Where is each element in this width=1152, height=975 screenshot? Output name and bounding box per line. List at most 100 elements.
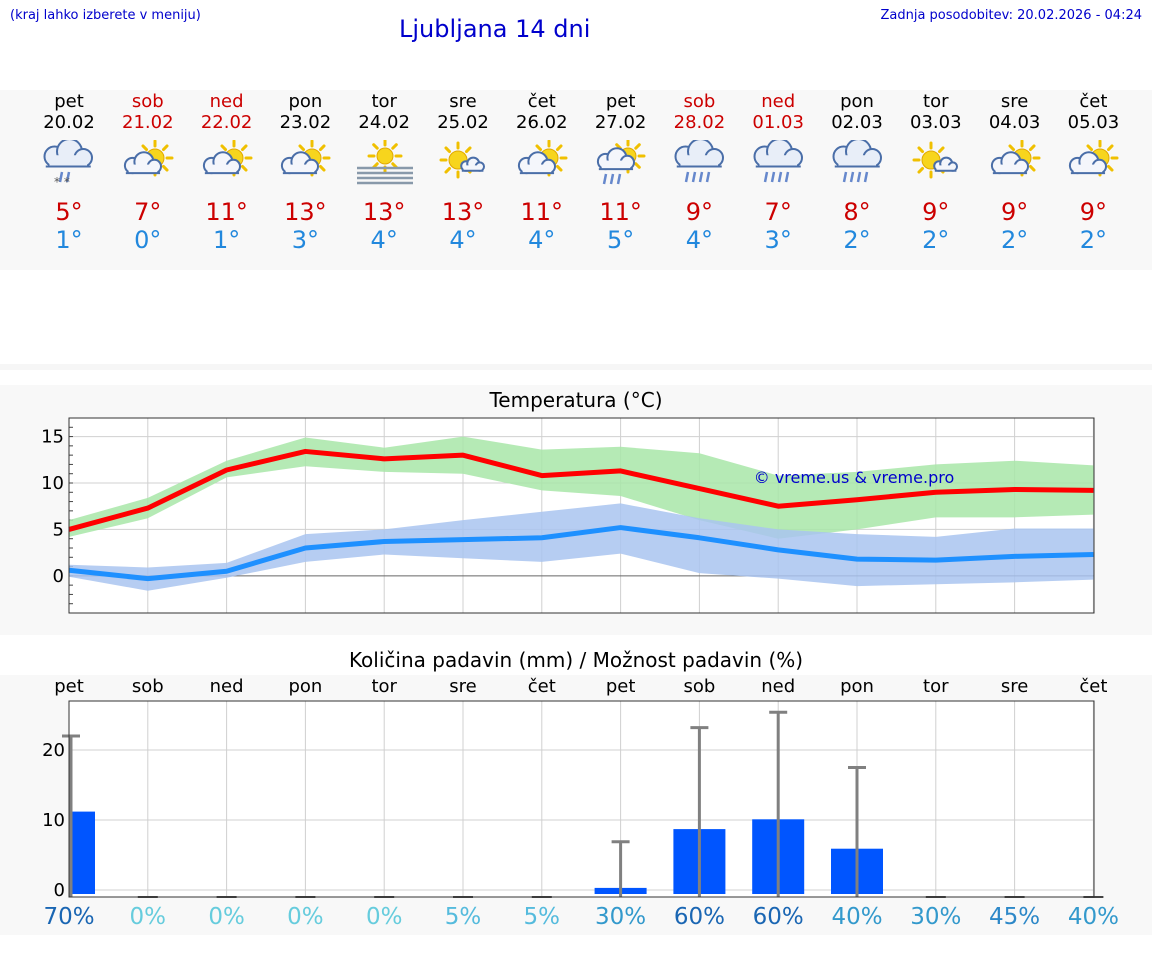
precipitation-chart: 0 10 20 (42, 700, 1104, 901)
max-temperature: 11° (205, 198, 248, 226)
max-temperature: 7° (134, 198, 162, 226)
sun-cloud-icon (281, 140, 331, 177)
sun-cloud-icon (123, 140, 174, 177)
precipitation-probability: 45% (989, 904, 1041, 930)
precipitation-probability: 30% (910, 904, 962, 930)
day-name: pet (605, 91, 636, 112)
sun-small-cloud-icon (439, 141, 485, 179)
max-temperature: 7° (764, 198, 792, 226)
x-tick-label: tor (371, 676, 397, 697)
y-tick-label: 20 (42, 740, 65, 761)
precipitation-chart-title: Količina padavin (mm) / Možnost padavin … (348, 648, 804, 672)
max-temperature: 9° (1079, 198, 1108, 226)
min-temperature: 3° (291, 226, 320, 254)
x-tick-label: sre (449, 676, 477, 697)
day-name: pet (54, 91, 84, 112)
x-tick-label: pon (840, 676, 874, 697)
x-tick-label: tor (923, 676, 949, 697)
x-tick-label: čet (1079, 676, 1108, 697)
page-title: Ljubljana 14 dni (399, 15, 591, 43)
y-tick-label: 15 (41, 427, 64, 448)
x-tick-label: sob (131, 676, 164, 697)
min-temperature: 5° (606, 226, 635, 254)
min-temperature-range-band (69, 503, 1094, 591)
max-temperature: 5° (55, 198, 83, 226)
precipitation-probability: 70% (43, 904, 95, 930)
section-divider (0, 364, 1152, 370)
day-date: 28.02 (673, 112, 726, 133)
min-temperature: 4° (528, 226, 556, 254)
min-temperature: 4° (449, 226, 477, 254)
cloud-rain-icon (832, 140, 882, 183)
y-tick-label: 10 (42, 810, 65, 831)
x-tick-label: pet (54, 676, 84, 697)
precipitation-probability: 5% (444, 904, 482, 930)
min-temperature: 1° (55, 226, 83, 254)
day-name: čet (1079, 91, 1108, 112)
location-menu-hint[interactable]: (kraj lahko izberete v meniju) (10, 8, 201, 23)
min-temperature: 2° (922, 226, 950, 254)
x-tick-label: ned (761, 676, 796, 697)
x-tick-label: sre (1000, 676, 1029, 697)
precipitation-probability: 30% (595, 904, 647, 930)
day-date: 27.02 (594, 112, 647, 133)
y-tick-label: 0 (54, 880, 65, 901)
sun-cloud-icon (202, 140, 253, 177)
precipitation-probability: 5% (523, 904, 561, 930)
x-tick-label: sob (683, 676, 716, 697)
day-name: ned (761, 91, 796, 112)
day-name: tor (923, 91, 949, 112)
day-date: 05.03 (1067, 112, 1120, 133)
daily-forecast-strip: pet 20.02 * * 5° 1° sob 21.02 7° 0° ned 22.02 11° 1°… (0, 90, 1152, 270)
precipitation-probability: 0% (287, 904, 324, 930)
precipitation-probability: 0% (365, 904, 403, 930)
y-tick-label: 10 (41, 473, 64, 494)
precipitation-probability: 60% (752, 904, 804, 930)
x-tick-label: pet (605, 676, 636, 697)
max-temperature: 9° (1000, 198, 1029, 226)
sun-cloud-icon (1069, 140, 1119, 177)
temperature-chart: 0 5 10 15 © vreme.us & vreme.pro (41, 417, 1095, 614)
day-name: sre (449, 91, 477, 112)
precipitation-probability: 40% (831, 904, 883, 930)
max-temperature: 11° (599, 198, 642, 226)
min-temperature: 4° (685, 226, 714, 254)
cloud-sun-snow-icon: * * (43, 140, 93, 189)
min-temperature: 3° (764, 226, 792, 254)
min-temperature: 2° (1079, 226, 1108, 254)
plot-area (69, 701, 1094, 897)
day-date: 25.02 (437, 112, 489, 133)
watermark-label: © vreme.us & vreme.pro (754, 468, 955, 487)
day-name: pon (840, 91, 874, 112)
min-temperature: 2° (1000, 226, 1029, 254)
day-date: 02.03 (831, 112, 883, 133)
day-date: 01.03 (752, 112, 804, 133)
x-tick-label: čet (527, 676, 556, 697)
day-name: sob (683, 91, 716, 112)
max-temperature: 13° (362, 198, 406, 226)
precipitation-probability: 40% (1067, 904, 1119, 930)
cloud-rain-icon (674, 140, 725, 183)
max-temperature: 13° (284, 198, 327, 226)
day-date: 23.02 (279, 112, 332, 133)
sun-cloud-icon (517, 140, 568, 177)
day-date: 03.03 (910, 112, 962, 133)
max-temperature: 9° (922, 198, 950, 226)
x-tick-label: pon (288, 676, 323, 697)
last-update-label: Zadnja posodobitev: 20.02.2026 - 04:24 (880, 8, 1142, 23)
plot-border (68, 417, 1095, 614)
min-temperature: 1° (212, 226, 241, 254)
day-date: 20.02 (43, 112, 95, 133)
max-temperature-line (68, 448, 1094, 532)
max-temperature: 13° (441, 198, 485, 226)
max-temperature-range-band (69, 436, 1094, 539)
min-temperature-line (68, 525, 1094, 582)
day-name: ned (209, 91, 244, 112)
day-date: 04.03 (988, 112, 1041, 133)
day-date: 26.02 (516, 112, 568, 133)
sun-fog-icon (357, 140, 414, 185)
precipitation-bar (69, 811, 95, 894)
plot-border (68, 700, 1095, 898)
y-tick-label: 5 (53, 519, 64, 540)
day-date: 21.02 (122, 112, 174, 133)
